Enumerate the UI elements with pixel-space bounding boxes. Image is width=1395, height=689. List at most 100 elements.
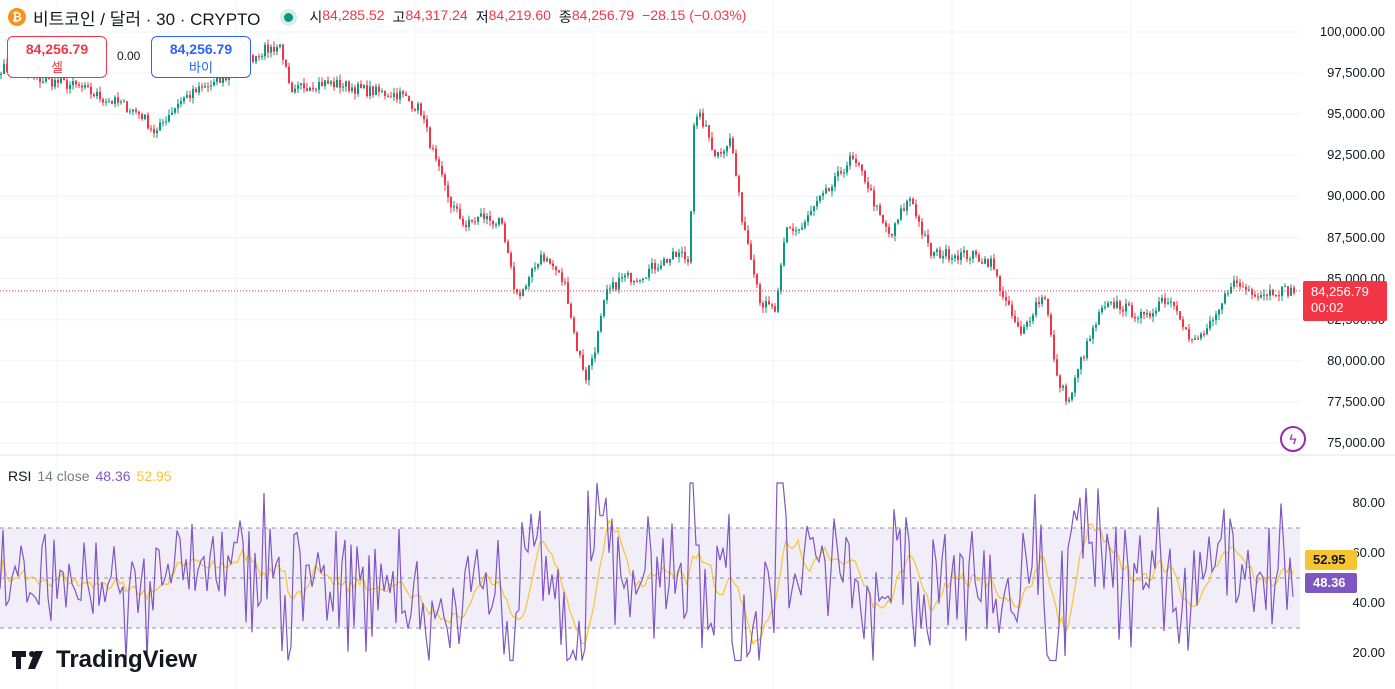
candle-body (1119, 301, 1121, 310)
candle-body (1047, 298, 1049, 315)
ohlc-values: 시 84,285.52 고 84,317.24 저 84,219.60 종 84,256… (309, 7, 746, 27)
change-value: −28.15 (−0.03%) (642, 7, 747, 23)
spread-value: 0.00 (117, 49, 141, 63)
candle-body (192, 88, 194, 99)
candle-body (1101, 307, 1103, 313)
candle-body (1134, 317, 1136, 319)
candle-body (138, 111, 140, 115)
candle-body (573, 317, 575, 333)
candle-body (957, 255, 959, 261)
candle-body (495, 224, 497, 226)
high-value: 84,317.24 (405, 7, 468, 23)
candle-body (987, 258, 989, 267)
candle-body (681, 251, 683, 253)
candle-body (1251, 289, 1253, 295)
candle-body (387, 95, 389, 97)
candle-body (786, 227, 788, 243)
candle-body (798, 229, 800, 231)
candle-body (1125, 303, 1127, 312)
candle-body (1158, 301, 1160, 311)
candle-body (1176, 305, 1178, 312)
candle-body (918, 216, 920, 222)
candle-body (1242, 286, 1244, 288)
rsi-line (0, 482, 1294, 662)
symbol-title[interactable]: 비트코인 / 달러 · 30 · CRYPTO (33, 9, 261, 29)
candle-body (852, 155, 854, 160)
candle-body (477, 216, 479, 222)
candle-body (75, 81, 77, 85)
candle-body (732, 138, 734, 154)
candle-body (300, 83, 302, 86)
candle-body (1077, 369, 1079, 378)
candle-body (903, 208, 905, 211)
buy-label: 바이 (189, 60, 213, 75)
candle-body (189, 95, 191, 99)
candle-body (120, 101, 122, 103)
price-tick: 92,500.00 (1327, 147, 1385, 163)
buy-button[interactable]: 84,256.79 바이 (151, 36, 251, 78)
candle-body (513, 266, 515, 290)
candle-body (366, 85, 368, 97)
candle-body (1059, 375, 1061, 388)
candle-body (174, 108, 176, 113)
candle-body (66, 80, 68, 89)
lightning-icon[interactable]: ϟ (1280, 426, 1306, 452)
candle-body (1245, 286, 1247, 290)
candle-body (1236, 280, 1238, 283)
sell-button[interactable]: 84,256.79 셀 (7, 36, 107, 78)
candle-body (1212, 319, 1214, 321)
price-tick: 97,500.00 (1327, 65, 1385, 81)
candle-body (219, 77, 221, 83)
candle-body (87, 85, 89, 87)
candle-body (381, 90, 383, 92)
candle-body (1038, 301, 1040, 304)
candle-body (861, 164, 863, 171)
candle-body (357, 84, 359, 94)
candle-body (588, 365, 590, 381)
candle-body (837, 171, 839, 177)
candle-body (1257, 296, 1259, 298)
candle-body (924, 234, 926, 236)
candle-body (318, 81, 320, 90)
candle-body (393, 93, 395, 97)
candle-body (0, 73, 2, 75)
candle-body (54, 79, 56, 87)
candle-body (450, 197, 452, 208)
candle-body (822, 192, 824, 196)
candle-body (558, 270, 560, 273)
candle-body (303, 83, 305, 89)
candle-body (213, 82, 215, 86)
candle-body (345, 81, 347, 87)
candle-body (1074, 377, 1076, 393)
candle-body (1041, 297, 1043, 304)
candle-body (444, 174, 446, 186)
candle-body (825, 188, 827, 193)
sell-price: 84,256.79 (25, 41, 89, 57)
candle-body (1206, 328, 1208, 335)
candle-body (810, 210, 812, 216)
candle-body (1266, 294, 1268, 296)
candle-body (1185, 327, 1187, 330)
candle-body (1260, 295, 1262, 298)
tradingview-logo[interactable]: TradingView (12, 646, 197, 674)
candle-body (480, 213, 482, 217)
candle-body (654, 262, 656, 270)
candle-body (1143, 311, 1145, 315)
candle-body (699, 112, 701, 117)
candle-body (756, 274, 758, 285)
candle-body (258, 56, 260, 58)
candle-body (981, 261, 983, 264)
candle-body (282, 44, 284, 60)
candle-body (594, 352, 596, 359)
candle-body (1056, 359, 1058, 376)
candle-body (141, 114, 143, 120)
candle-body (336, 79, 338, 88)
candle-body (390, 96, 392, 98)
rsi-legend[interactable]: RSI 14 close 48.36 52.95 (8, 468, 172, 484)
candle-body (135, 109, 137, 112)
candle-body (648, 268, 650, 278)
candle-body (897, 219, 899, 224)
candle-body (1128, 303, 1130, 306)
bitcoin-icon[interactable]: ₿ (8, 8, 26, 26)
